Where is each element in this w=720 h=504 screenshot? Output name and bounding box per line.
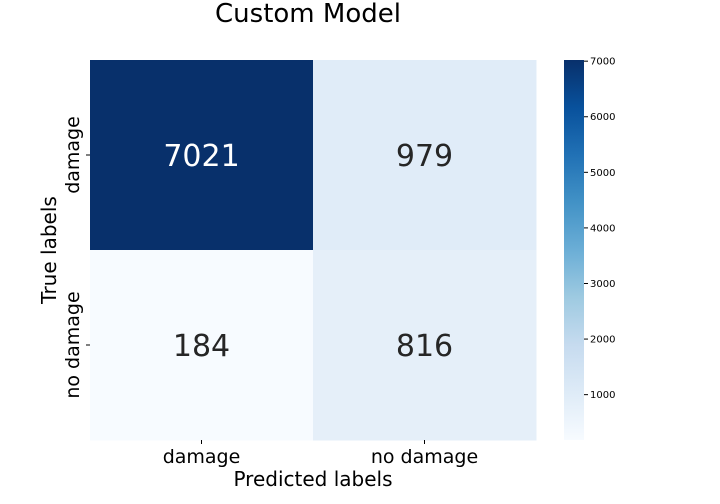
chart-title: Custom Model xyxy=(215,0,401,29)
heatmap-cell xyxy=(90,60,314,251)
colorbar-tick-label: 3000 xyxy=(590,279,615,290)
colorbar-tick-label: 4000 xyxy=(590,223,615,234)
cell-value-label: 7021 xyxy=(163,139,239,174)
colorbar-tick-label: 6000 xyxy=(590,112,615,123)
y-tick-label: no damage xyxy=(62,291,84,398)
cell-value-label: 184 xyxy=(173,329,230,364)
colorbar-tick-label: 7000 xyxy=(590,57,615,68)
y-axis-label: True labels xyxy=(37,196,61,305)
colorbar xyxy=(564,60,584,440)
x-axis-ticks: damage no damage xyxy=(163,440,478,468)
heatmap-cell xyxy=(90,250,314,441)
colorbar-tick-label: 5000 xyxy=(590,168,615,179)
colorbar-tick-label: 2000 xyxy=(590,335,615,346)
x-axis-label: Predicted labels xyxy=(233,467,392,491)
y-tick-label: damage xyxy=(62,116,84,194)
colorbar-ticks: 1000 2000 3000 4000 5000 6000 7000 xyxy=(584,57,615,401)
x-tick-label: no damage xyxy=(371,446,478,468)
heatmap-cells: 7021 979 184 816 xyxy=(90,60,537,441)
cell-value-label: 816 xyxy=(396,329,453,364)
cell-value-label: 979 xyxy=(396,139,453,174)
colorbar-tick-label: 1000 xyxy=(590,390,615,401)
heatmap-cell xyxy=(313,250,537,441)
y-axis-ticks: damage no damage xyxy=(62,116,90,399)
heatmap-cell xyxy=(313,60,537,251)
x-tick-label: damage xyxy=(163,446,241,468)
